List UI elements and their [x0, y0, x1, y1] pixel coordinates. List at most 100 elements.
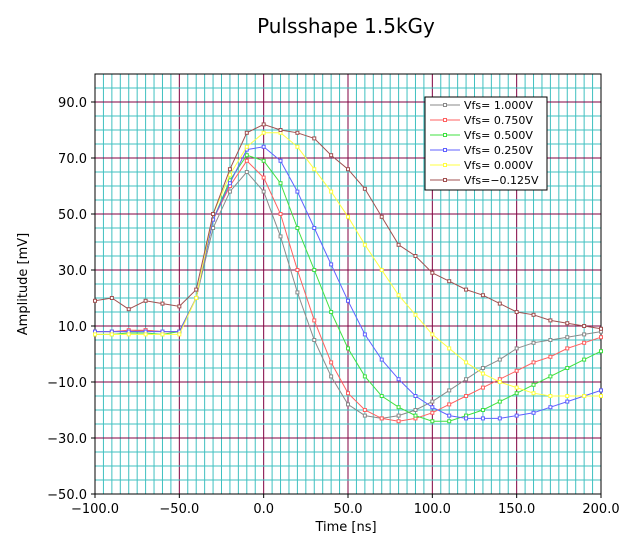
data-point	[278, 234, 283, 239]
data-point	[548, 374, 553, 379]
data-point	[565, 335, 570, 340]
data-point	[531, 410, 536, 415]
data-point	[109, 332, 114, 337]
data-point	[599, 335, 603, 340]
data-point	[126, 307, 131, 312]
data-point	[312, 226, 317, 230]
data-point	[295, 144, 300, 149]
data-point	[295, 226, 300, 230]
data-point	[480, 366, 485, 370]
data-point	[531, 391, 536, 396]
data-point	[126, 332, 131, 337]
data-point	[329, 189, 334, 194]
series-5	[93, 130, 603, 398]
data-point	[109, 296, 114, 300]
data-point	[278, 181, 283, 186]
data-point	[143, 298, 148, 303]
legend-label: Vfs= 0.250V	[464, 144, 533, 157]
data-point	[143, 332, 148, 337]
data-point	[379, 268, 384, 272]
data-point	[244, 144, 249, 149]
data-point	[531, 382, 536, 387]
data-point	[480, 371, 485, 376]
data-point	[464, 394, 469, 398]
data-point	[295, 130, 300, 135]
legend-box	[424, 96, 548, 191]
data-point	[447, 402, 452, 407]
data-point	[261, 130, 266, 135]
data-point	[599, 388, 603, 393]
data-point	[177, 332, 182, 337]
chart-title: Pulsshape 1.5kGy	[257, 14, 435, 38]
series-6	[93, 122, 603, 331]
data-point	[480, 416, 485, 421]
data-point	[295, 268, 300, 272]
data-point	[582, 340, 587, 345]
data-point	[160, 332, 165, 337]
data-point	[464, 377, 469, 382]
data-point	[362, 242, 367, 247]
legend-label: Vfs= 0.500V	[464, 129, 533, 142]
tick-labels: −100.0 −50.0 0.0 50.0 100.0 150.0 200.0−50.0−3…	[47, 96, 619, 517]
data-point	[531, 312, 536, 317]
legend-label: Vfs= 1.000V	[464, 99, 533, 112]
data-point	[261, 122, 266, 127]
data-point	[430, 399, 435, 404]
x-tick-label: 100.0	[414, 502, 451, 517]
data-point	[497, 301, 502, 306]
data-point	[447, 346, 452, 351]
data-point	[565, 399, 570, 404]
data-point	[346, 346, 350, 351]
data-point	[497, 416, 502, 421]
data-point	[227, 172, 232, 177]
data-point	[396, 293, 401, 298]
data-point	[514, 310, 519, 314]
data-point	[362, 374, 367, 379]
data-point	[599, 326, 603, 331]
data-point	[194, 296, 199, 300]
x-tick-label: 200.0	[582, 502, 619, 517]
data-point	[430, 405, 435, 410]
data-point	[514, 385, 519, 390]
data-point	[497, 380, 502, 384]
data-point	[464, 360, 469, 365]
data-point	[514, 413, 519, 418]
data-point	[413, 408, 418, 412]
legend-marker	[443, 148, 447, 152]
legend-marker	[443, 133, 447, 137]
data-point	[227, 181, 232, 186]
data-point	[244, 158, 249, 163]
data-point	[211, 212, 216, 216]
data-point	[531, 340, 536, 345]
y-tick-label: 90.0	[58, 96, 87, 111]
data-point	[413, 312, 418, 317]
data-point	[329, 262, 334, 267]
data-point	[312, 136, 317, 141]
data-point	[362, 408, 367, 412]
data-point	[447, 413, 452, 418]
data-point	[244, 153, 249, 158]
data-point	[346, 298, 350, 303]
data-point	[295, 290, 300, 295]
data-point	[565, 394, 570, 398]
data-point	[531, 360, 536, 365]
data-point	[177, 304, 182, 309]
y-axis-label: Amplitude [mV]	[16, 233, 31, 335]
data-point	[548, 354, 553, 359]
legend-marker	[443, 118, 447, 122]
legend-marker	[443, 103, 447, 107]
data-point	[447, 419, 452, 424]
data-point	[447, 388, 452, 393]
x-tick-label: −50.0	[159, 502, 199, 517]
data-point	[396, 405, 401, 410]
data-point	[227, 189, 232, 194]
x-tick-label: 0.0	[253, 502, 274, 517]
y-tick-label: 10.0	[58, 320, 87, 335]
data-point	[582, 394, 587, 398]
data-point	[582, 357, 587, 362]
data-point	[379, 416, 384, 421]
data-point	[329, 374, 334, 379]
data-point	[312, 338, 317, 342]
data-point	[413, 394, 418, 398]
data-point	[278, 128, 283, 132]
